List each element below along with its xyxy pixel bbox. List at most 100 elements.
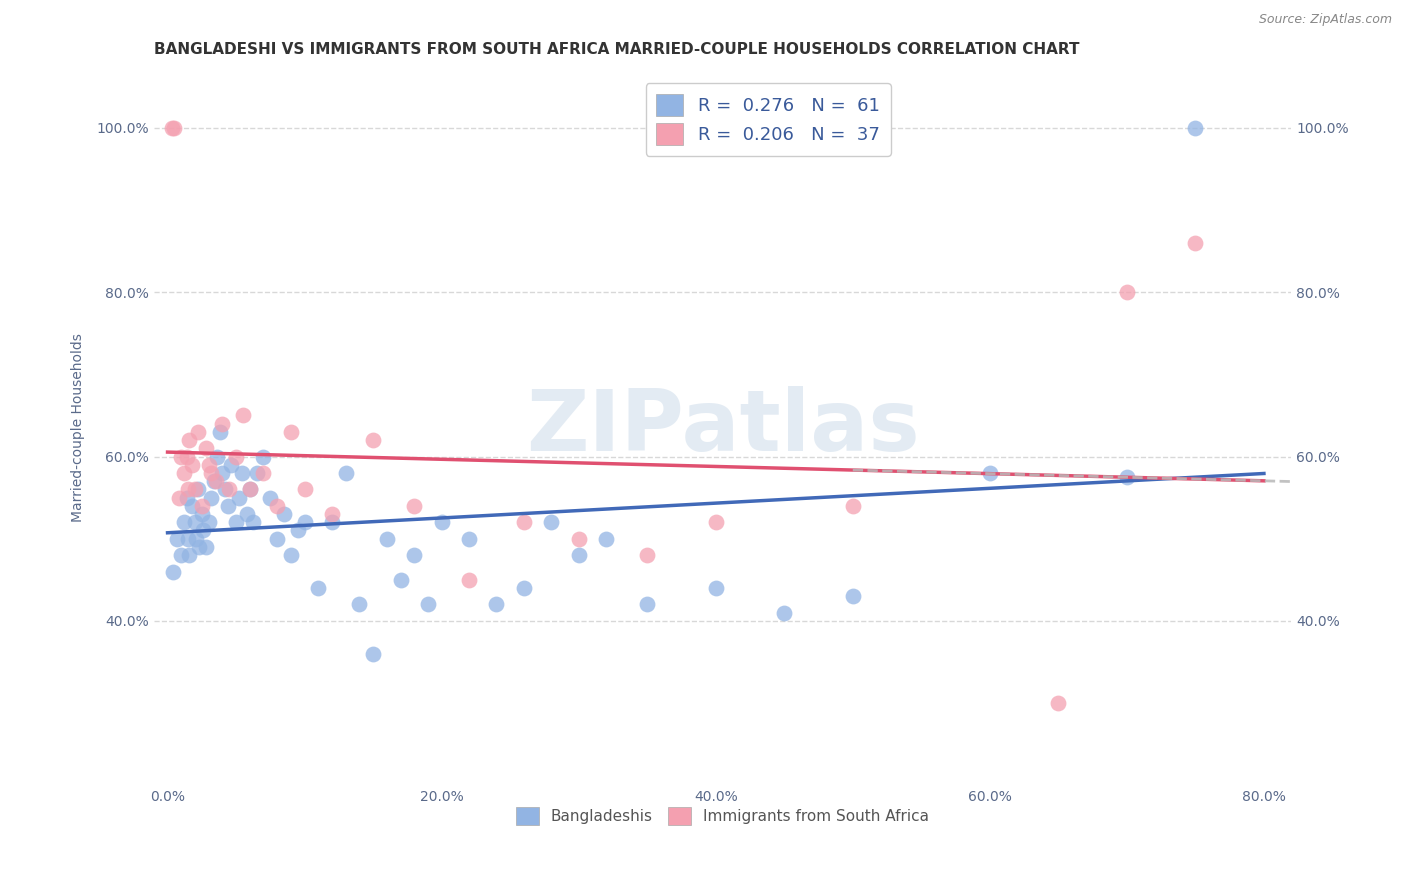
Point (225, 515, 247, 529)
Point (404, 499, 426, 513)
Point (321, 507, 343, 521)
Point (842, 499, 865, 513)
Point (188, 540, 211, 554)
Point (225, 450, 247, 464)
Point (242, 515, 264, 529)
Point (239, 483, 262, 497)
Point (179, 548, 201, 562)
Point (485, 598, 508, 612)
Point (200, 491, 222, 505)
Y-axis label: Married-couple Households: Married-couple Households (72, 334, 86, 522)
Legend: Bangladeshis, Immigrants from South Africa: Bangladeshis, Immigrants from South Afri… (506, 797, 939, 835)
Point (194, 540, 217, 554)
Point (200, 466, 222, 480)
Text: ZIPatlas: ZIPatlas (526, 386, 920, 469)
Point (170, 450, 193, 464)
Point (321, 515, 343, 529)
Point (1184, 120, 1206, 135)
Text: BANGLADESHI VS IMMIGRANTS FROM SOUTH AFRICA MARRIED-COUPLE HOUSEHOLDS CORRELATIO: BANGLADESHI VS IMMIGRANTS FROM SOUTH AFR… (153, 42, 1080, 57)
Point (307, 581, 329, 595)
Point (231, 466, 253, 480)
Point (252, 450, 274, 464)
Point (280, 548, 302, 562)
Point (1115, 470, 1137, 484)
Point (361, 647, 384, 661)
Point (236, 507, 259, 521)
Point (1115, 285, 1137, 300)
Point (513, 515, 536, 529)
Point (513, 581, 536, 595)
Point (389, 573, 412, 587)
Point (430, 515, 453, 529)
Point (228, 491, 250, 505)
Point (173, 466, 195, 480)
Point (184, 483, 207, 497)
Point (349, 598, 371, 612)
Point (232, 409, 254, 423)
Point (211, 417, 233, 431)
Point (540, 515, 562, 529)
Point (163, 120, 186, 135)
Point (252, 466, 274, 480)
Point (361, 433, 384, 447)
Point (217, 499, 239, 513)
Point (287, 524, 309, 538)
Point (184, 515, 207, 529)
Point (375, 532, 398, 546)
Point (160, 120, 183, 135)
Point (202, 474, 225, 488)
Point (191, 507, 214, 521)
Point (179, 433, 201, 447)
Point (842, 589, 865, 603)
Point (191, 499, 214, 513)
Point (636, 598, 658, 612)
Point (208, 425, 231, 439)
Point (194, 442, 217, 456)
Point (193, 524, 215, 538)
Point (204, 474, 226, 488)
Point (176, 450, 198, 464)
Point (187, 425, 209, 439)
Point (177, 483, 200, 497)
Point (211, 466, 233, 480)
Point (458, 532, 481, 546)
Point (205, 450, 228, 464)
Point (187, 483, 209, 497)
Point (246, 466, 269, 480)
Point (280, 425, 302, 439)
Point (568, 548, 591, 562)
Point (266, 532, 288, 546)
Point (170, 548, 193, 562)
Point (416, 598, 439, 612)
Point (1184, 235, 1206, 250)
Point (273, 507, 295, 521)
Point (177, 532, 200, 546)
Point (219, 458, 242, 472)
Point (214, 483, 236, 497)
Point (568, 532, 591, 546)
Point (773, 606, 796, 620)
Point (218, 483, 240, 497)
Point (636, 548, 658, 562)
Point (167, 491, 190, 505)
Point (266, 499, 288, 513)
Point (294, 515, 316, 529)
Point (595, 532, 617, 546)
Point (181, 499, 204, 513)
Point (259, 491, 281, 505)
Point (162, 565, 184, 579)
Point (294, 483, 316, 497)
Point (458, 573, 481, 587)
Point (197, 458, 219, 472)
Point (1047, 696, 1070, 710)
Point (404, 548, 426, 562)
Point (239, 483, 262, 497)
Point (197, 515, 219, 529)
Point (335, 466, 357, 480)
Point (979, 466, 1001, 480)
Point (704, 581, 727, 595)
Point (166, 532, 188, 546)
Point (181, 458, 204, 472)
Point (704, 515, 727, 529)
Point (176, 491, 198, 505)
